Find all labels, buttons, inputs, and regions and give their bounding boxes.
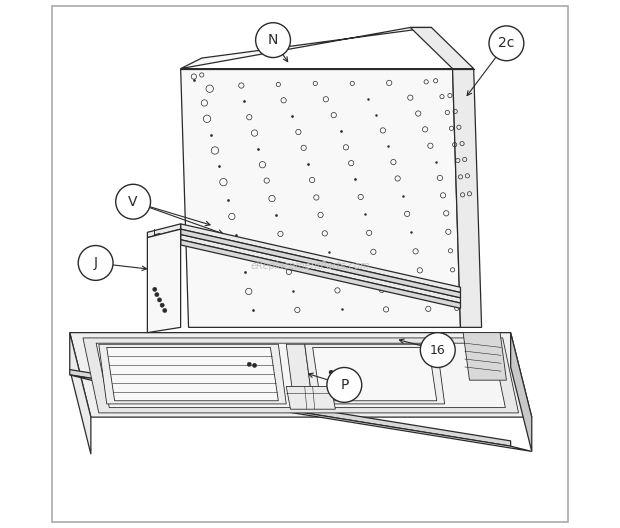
Polygon shape: [180, 229, 461, 298]
Polygon shape: [180, 240, 461, 308]
Polygon shape: [463, 333, 507, 380]
Polygon shape: [180, 224, 461, 293]
Polygon shape: [312, 347, 436, 401]
Polygon shape: [96, 343, 505, 408]
Polygon shape: [99, 344, 286, 404]
Circle shape: [247, 362, 251, 366]
Polygon shape: [180, 69, 461, 327]
Polygon shape: [83, 338, 518, 413]
Polygon shape: [286, 386, 335, 409]
Polygon shape: [70, 375, 532, 451]
Circle shape: [162, 308, 167, 313]
Text: eReplacementParts.com: eReplacementParts.com: [250, 261, 370, 270]
Circle shape: [160, 303, 164, 307]
Polygon shape: [453, 69, 482, 327]
Text: J: J: [94, 256, 97, 270]
Polygon shape: [107, 347, 278, 401]
Circle shape: [153, 287, 157, 291]
Circle shape: [155, 293, 159, 297]
Text: P: P: [340, 378, 348, 392]
Polygon shape: [70, 370, 511, 446]
Circle shape: [255, 23, 290, 58]
Text: V: V: [128, 195, 138, 209]
Polygon shape: [180, 234, 461, 303]
Circle shape: [340, 375, 344, 380]
Circle shape: [329, 370, 333, 374]
Polygon shape: [511, 333, 532, 451]
Polygon shape: [70, 333, 91, 454]
Text: 16: 16: [430, 344, 446, 356]
Polygon shape: [148, 224, 180, 238]
Circle shape: [489, 26, 524, 61]
Circle shape: [78, 246, 113, 280]
Polygon shape: [410, 27, 474, 69]
Polygon shape: [304, 344, 445, 404]
Polygon shape: [70, 333, 532, 417]
Circle shape: [337, 371, 341, 375]
Circle shape: [327, 367, 361, 402]
Text: 2c: 2c: [498, 36, 515, 50]
Circle shape: [157, 298, 162, 302]
Polygon shape: [148, 229, 180, 333]
Text: N: N: [268, 33, 278, 47]
Polygon shape: [180, 27, 432, 69]
Circle shape: [420, 333, 455, 367]
Polygon shape: [286, 344, 312, 404]
Circle shape: [116, 184, 151, 219]
Circle shape: [252, 363, 257, 367]
